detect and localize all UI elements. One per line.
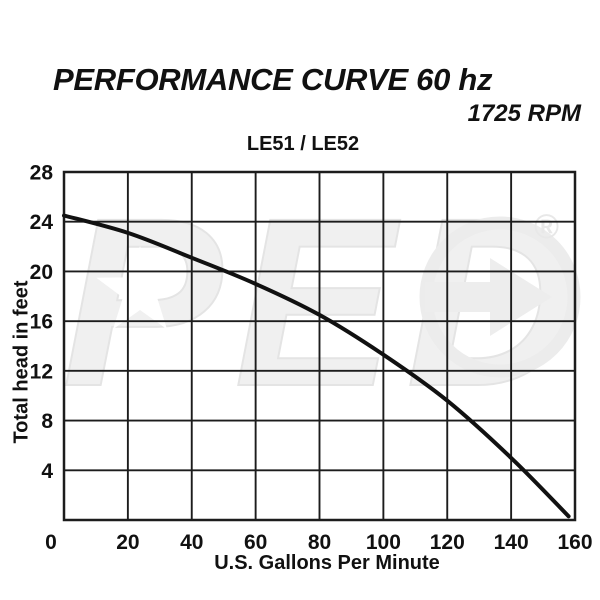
x-tick-label: 40 [180,531,203,554]
y-tick-label: 28 [30,162,54,185]
x-tick-label: 60 [244,531,267,554]
page-title: PERFORMANCE CURVE 60 hz [53,62,493,97]
x-axis-title: U.S. Gallons Per Minute [214,552,440,574]
x-tick-label: 80 [308,531,331,554]
x-tick-label: 100 [366,531,401,554]
performance-curve [62,213,571,519]
x-tick-label: 0 [45,531,57,554]
x-tick-label: 160 [557,531,592,554]
watermark-star-icon [96,246,184,330]
y-tick-label: 4 [41,460,53,483]
y-tick-label: 8 [41,410,53,433]
y-tick-label: 20 [30,261,53,284]
x-tick-label: 120 [430,531,465,554]
plot-border [62,170,577,522]
chart-title: LE51 / LE52 [246,133,360,155]
x-tick-label: 140 [494,531,529,554]
y-tick-label: 24 [30,211,54,234]
watermark-registered-icon: ® [534,208,559,246]
y-tick-label: 12 [30,360,53,383]
watermark-arrow-icon [425,258,552,336]
rpm-subtitle: 1725 RPM [467,100,581,127]
x-tick-label: 20 [116,531,139,554]
y-tick-label: 16 [30,311,53,334]
y-axis-title: Total head in feet [10,280,33,444]
